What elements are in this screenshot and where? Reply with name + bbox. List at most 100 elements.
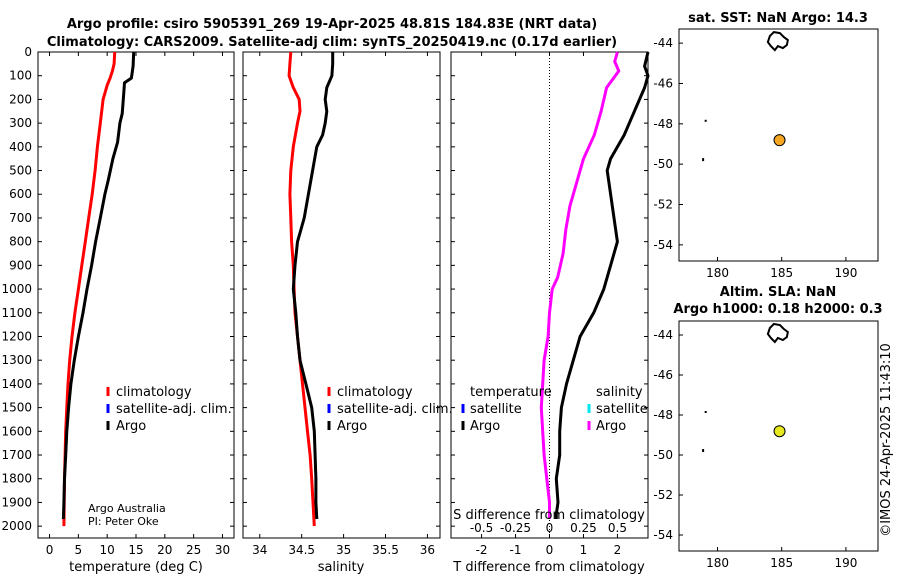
depth-tick-label: 0 [24,45,32,59]
figure-title-line1: Argo profile: csiro 5905391_269 19-Apr-2… [67,17,597,32]
depth-tick-label: 1400 [1,377,32,391]
difference-xtick-label: -2 [476,543,488,557]
depth-tick-label: 1600 [1,424,32,438]
temperature-series-argo [61,51,136,520]
legend-temperature-title: temperature [470,385,552,400]
temperature-xtick-label: 30 [215,543,230,557]
depth-tick-label: 2000 [1,519,32,533]
island-dot [702,158,705,162]
temperature-series-climatology [62,51,117,527]
salinity-panel: 34 34.5 35 35.5 36 climatology satellite-adj. … [242,51,453,557]
difference-series-t-difference-argo- [554,51,650,519]
salinity-xtick-label: 35.5 [372,543,399,557]
difference-xtick-label: 0 [546,543,554,557]
temperature-xtick-label: 25 [186,543,201,557]
salinity-xtick-label: 36 [420,543,435,557]
depth-tick-label: 600 [9,187,32,201]
salinity-legend-label: climatology [337,385,413,400]
map_sst-xtick-label: 180 [706,266,729,280]
temperature-xtick-label: 15 [128,543,143,557]
map_sla-ytick-label: -52 [653,488,673,502]
temperature-xtick-label: 20 [157,543,172,557]
difference-xtick-label: 1 [580,543,588,557]
map_sst-ytick-label: -52 [653,198,673,212]
temperature-axes-frame [37,51,235,539]
map_sla-xtick-label: 185 [770,556,793,570]
diff-temp-legend-label: Argo [470,419,500,434]
map_sst-ytick-label: -48 [653,117,673,131]
coastline [766,31,789,52]
temperature-xtick-label: 0 [46,543,54,557]
depth-tick-label: 1700 [1,448,32,462]
map_sst-ytick-label: -54 [653,238,673,252]
difference-xlabel: T difference from climatology [452,560,645,575]
temperature-xtick-label: 10 [100,543,115,557]
depth-tick-label: 1200 [1,329,32,343]
map_sst-ytick-label: -44 [653,36,673,50]
depth-tick-label: 1100 [1,306,32,320]
depth-tick-label: 1900 [1,495,32,509]
sst-map-title: sat. SST: NaN Argo: 14.3 [688,11,868,26]
depth-tick-label: 1000 [1,282,32,296]
salinity-diff-tick-label: 0.25 [570,521,597,535]
map_sst-ytick-label: -50 [653,157,673,171]
island-dot [704,119,707,122]
diff-sal-legend-label: satellite [596,402,648,417]
difference-inner-label: S difference from climatology [453,508,645,523]
salinity-legend-label: satellite-adj. clim. [337,402,453,417]
depth-tick-label: 800 [9,235,32,249]
credit-line1: Argo Australia [88,502,166,515]
difference-series-s-difference-argo- [539,51,621,519]
depth-tick-label: 400 [9,140,32,154]
credit-line2: PI: Peter Oke [88,515,159,528]
salinity-xtick-label: 35 [336,543,351,557]
difference-panel: -2 -1 0 1 2 -0.5 -0.25 0 0.25 0.5 temperature salin… [450,51,650,557]
coastline [766,322,789,344]
salinity-series-argo [291,52,335,520]
depth-tick-label: 1800 [1,472,32,486]
temperature-legend-label: satellite-adj. clim. [116,402,232,417]
depth-tick-label: 200 [9,92,32,106]
island-dot [702,449,705,452]
depth-tick-label: 500 [9,164,32,178]
sla-map-panel: 180 185 190 -44 -46 -48 -50 -52 -54 [653,320,879,570]
temperature-xlabel: temperature (deg C) [69,560,203,575]
map_sla-ytick-label: -50 [653,448,673,462]
salinity-series-climatology [287,51,316,527]
sst-map-panel: 180 185 190 -44 -46 -48 -50 -52 -54 [653,28,879,280]
temperature-legend-label: Argo [116,419,146,434]
salinity-xtick-label: 34.5 [288,543,315,557]
depth-tick-label: 900 [9,258,32,272]
difference-xtick-label: 2 [614,543,622,557]
map_sla-ytick-label: -44 [653,328,673,342]
sla-map-title-line1: Altim. SLA: NaN [720,285,836,300]
map_sst-xtick-label: 185 [770,266,793,280]
watermark: ©IMOS 24-Apr-2025 11:43:10 [879,343,894,537]
map_sst-frame [678,28,879,262]
salinity-legend-label: Argo [337,419,367,434]
depth-tick-label: 1500 [1,401,32,415]
salinity-axes-frame [242,51,441,539]
float-position-marker [773,425,786,438]
map_sla-ytick-label: -46 [653,368,673,382]
sla-map-title-line2: Argo h1000: 0.18 h2000: 0.3 [673,302,882,317]
salinity-diff-tick-label: 0.5 [608,521,627,535]
salinity-diff-tick-label: -0.5 [470,521,493,535]
legend-salinity-title: salinity [596,385,643,400]
difference-xtick-label: -1 [510,543,522,557]
temperature-legend-label: climatology [116,385,192,400]
map_sst-ytick-label: -46 [653,76,673,90]
float-position-marker [773,134,786,147]
salinity-diff-tick-label: -0.25 [500,521,531,535]
map_sla-frame [678,320,879,552]
map_sla-ytick-label: -48 [653,408,673,422]
island-dot [704,411,707,413]
map_sst-xtick-label: 190 [834,266,857,280]
map_sla-xtick-label: 190 [834,556,857,570]
map_sla-xtick-label: 180 [706,556,729,570]
salinity-xlabel: salinity [318,560,365,575]
salinity-xtick-label: 34 [252,543,267,557]
temperature-xtick-label: 5 [75,543,83,557]
depth-tick-label: 1300 [1,353,32,367]
